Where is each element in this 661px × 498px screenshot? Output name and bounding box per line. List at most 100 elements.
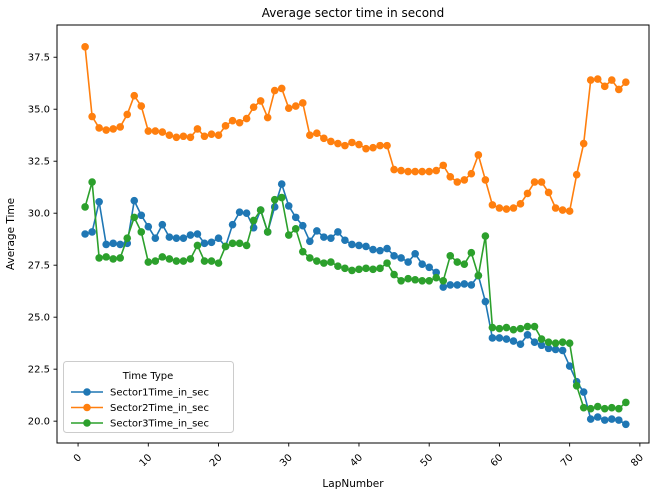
data-point-sector3time_in_sec [453,258,462,266]
data-point-sector3time_in_sec [306,254,314,262]
data-point-sector3time_in_sec [277,193,286,202]
x-tick-label: 60 [489,452,506,469]
chart-title: Average sector time in second [262,6,445,20]
data-point-sector3time_in_sec [530,322,539,331]
data-point-sector3time_in_sec [558,338,567,346]
legend-label-sector2: Sector2Time_in_sec [110,403,209,414]
data-point-sector2time_in_sec [284,104,293,112]
data-point-sector2time_in_sec [523,189,532,198]
data-point-sector1time_in_sec [418,260,426,268]
data-point-sector1time_in_sec [495,334,504,342]
data-point-sector2time_in_sec [495,204,504,212]
data-point-sector1time_in_sec [214,234,223,242]
data-point-sector3time_in_sec [137,228,146,236]
data-point-sector1time_in_sec [158,220,167,229]
data-point-sector3time_in_sec [390,270,398,279]
y-tick-label: 22.5 [28,365,50,376]
legend-title: Time Type [122,371,174,382]
data-point-sector3time_in_sec [404,274,412,283]
data-point-sector3time_in_sec [446,252,455,260]
data-point-sector3time_in_sec [284,231,293,239]
data-point-sector2time_in_sec [593,75,602,83]
x-tick-label: 20 [208,452,225,469]
x-tick-label: 40 [348,452,365,469]
legend-marker-sector2 [83,403,91,412]
data-point-sector3time_in_sec [144,258,153,266]
data-point-sector2time_in_sec [425,167,433,176]
data-point-sector2time_in_sec [544,188,553,197]
legend: Time Type Sector1Time_in_sec Sector2Time… [63,361,234,433]
data-point-sector3time_in_sec [586,404,595,413]
data-point-sector1time_in_sec [298,221,307,230]
data-point-sector3time_in_sec [579,403,588,412]
data-point-sector1time_in_sec [193,230,202,238]
data-point-sector3time_in_sec [376,264,384,273]
data-point-sector2time_in_sec [263,113,272,122]
data-point-sector3time_in_sec [256,206,265,214]
data-point-sector3time_in_sec [362,264,370,273]
data-point-sector1time_in_sec [284,202,293,210]
data-point-sector1time_in_sec [397,254,405,262]
data-point-sector2time_in_sec [235,118,244,127]
x-axis-label: LapNumber [322,478,384,490]
data-point-sector1time_in_sec [207,238,216,247]
data-point-sector2time_in_sec [200,132,209,141]
y-tick-label: 37.5 [28,53,50,64]
data-point-sector1time_in_sec [95,197,103,206]
data-point-sector3time_in_sec [235,239,244,248]
data-point-sector3time_in_sec [158,253,167,261]
data-point-sector1time_in_sec [81,230,89,238]
data-point-sector2time_in_sec [242,114,251,123]
data-point-sector3time_in_sec [383,259,391,267]
data-point-sector1time_in_sec [291,213,300,222]
y-tick-label: 27.5 [28,261,50,272]
data-point-sector1time_in_sec [172,234,181,242]
data-point-sector1time_in_sec [277,180,286,188]
data-point-sector1time_in_sec [404,258,412,266]
data-point-sector2time_in_sec [558,206,567,214]
data-point-sector3time_in_sec [348,266,356,275]
data-point-sector3time_in_sec [439,276,448,285]
data-point-sector2time_in_sec [193,125,202,133]
data-point-sector3time_in_sec [481,232,490,240]
data-point-sector1time_in_sec [130,196,139,205]
data-point-sector3time_in_sec [425,276,433,285]
data-point-sector1time_in_sec [102,240,110,249]
data-point-sector1time_in_sec [488,334,497,342]
data-point-sector3time_in_sec [200,257,209,265]
data-point-sector1time_in_sec [551,345,560,354]
x-tick-label: 50 [419,452,436,469]
y-tick-label: 32.5 [28,157,50,168]
data-point-sector2time_in_sec [453,178,462,186]
data-point-sector2time_in_sec [277,84,286,93]
data-point-sector1time_in_sec [235,208,244,216]
data-point-sector3time_in_sec [179,257,188,265]
data-point-sector2time_in_sec [432,166,441,175]
data-point-sector2time_in_sec [481,176,490,184]
data-point-sector3time_in_sec [460,260,469,268]
data-point-sector1time_in_sec [565,362,574,370]
legend-box [63,361,234,433]
data-point-sector2time_in_sec [600,82,609,91]
data-point-sector1time_in_sec [467,281,476,289]
data-point-sector1time_in_sec [523,331,532,339]
data-point-sector2time_in_sec [270,86,279,95]
data-point-sector3time_in_sec [355,265,363,274]
data-point-sector2time_in_sec [102,126,110,134]
data-point-sector1time_in_sec [109,239,117,248]
data-point-sector2time_in_sec [397,166,405,175]
data-point-sector2time_in_sec [467,169,476,178]
data-point-sector2time_in_sec [313,129,321,137]
data-point-sector1time_in_sec [341,236,349,245]
data-point-sector1time_in_sec [306,237,314,246]
data-point-sector2time_in_sec [130,91,139,100]
data-point-sector3time_in_sec [130,213,139,222]
data-point-sector1time_in_sec [453,281,462,289]
data-point-sector1time_in_sec [544,344,553,353]
data-point-sector2time_in_sec [509,204,518,212]
data-point-sector3time_in_sec [102,253,110,261]
data-point-sector3time_in_sec [116,254,125,262]
x-tick-label: 30 [278,452,295,469]
data-point-sector3time_in_sec [291,225,300,233]
